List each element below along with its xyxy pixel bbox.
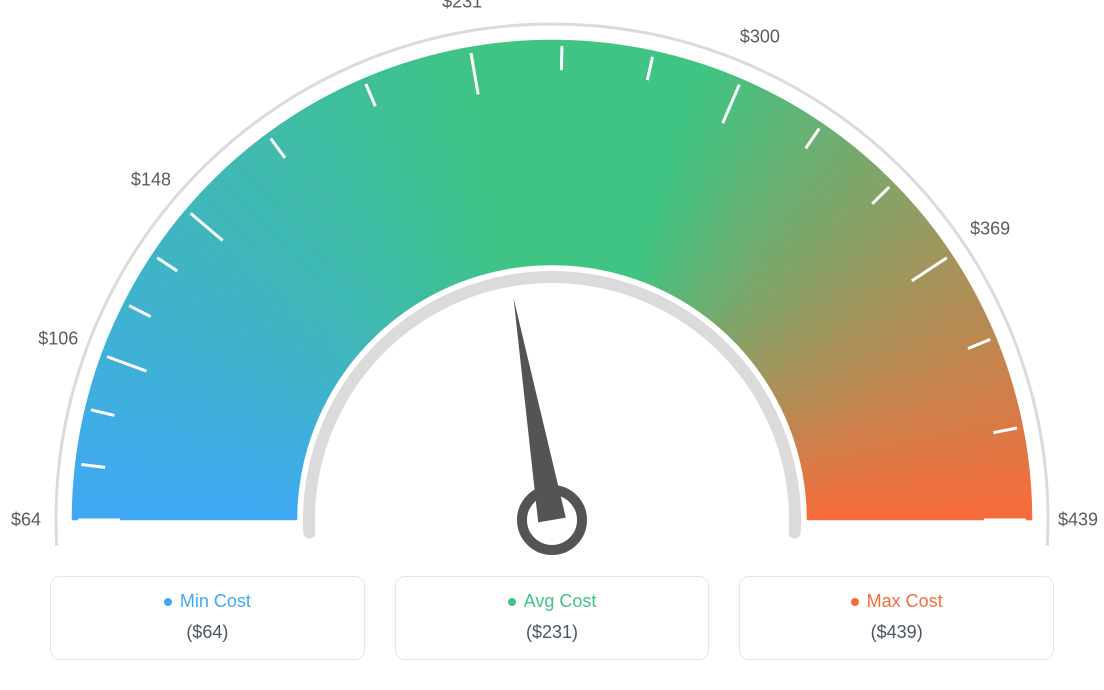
scale-label: $106 <box>38 328 78 349</box>
legend-title-avg: Avg Cost <box>508 591 597 612</box>
legend-title-min: Min Cost <box>164 591 251 612</box>
cost-gauge-chart: $64 $106 $148 $231 $300 $369 $439 Min Cost ($6… <box>0 0 1104 690</box>
scale-label: $369 <box>970 218 1010 239</box>
legend-value-max: ($439) <box>750 622 1043 643</box>
legend-card-avg: Avg Cost ($231) <box>395 576 710 660</box>
legend-title-text: Min Cost <box>180 591 251 612</box>
legend-row: Min Cost ($64) Avg Cost ($231) Max Cost … <box>50 576 1054 660</box>
legend-title-text: Avg Cost <box>524 591 597 612</box>
dot-icon <box>851 598 859 606</box>
dot-icon <box>164 598 172 606</box>
legend-card-max: Max Cost ($439) <box>739 576 1054 660</box>
scale-label: $231 <box>442 0 482 12</box>
legend-value-min: ($64) <box>61 622 354 643</box>
legend-value-avg: ($231) <box>406 622 699 643</box>
gauge-svg <box>0 0 1104 560</box>
scale-label: $64 <box>11 510 41 531</box>
gauge-area: $64 $106 $148 $231 $300 $369 $439 <box>0 0 1104 560</box>
scale-label: $439 <box>1058 510 1098 531</box>
legend-title-text: Max Cost <box>867 591 943 612</box>
legend-title-max: Max Cost <box>851 591 943 612</box>
legend-card-min: Min Cost ($64) <box>50 576 365 660</box>
dot-icon <box>508 598 516 606</box>
scale-label: $300 <box>740 26 780 47</box>
scale-label: $148 <box>131 169 171 190</box>
